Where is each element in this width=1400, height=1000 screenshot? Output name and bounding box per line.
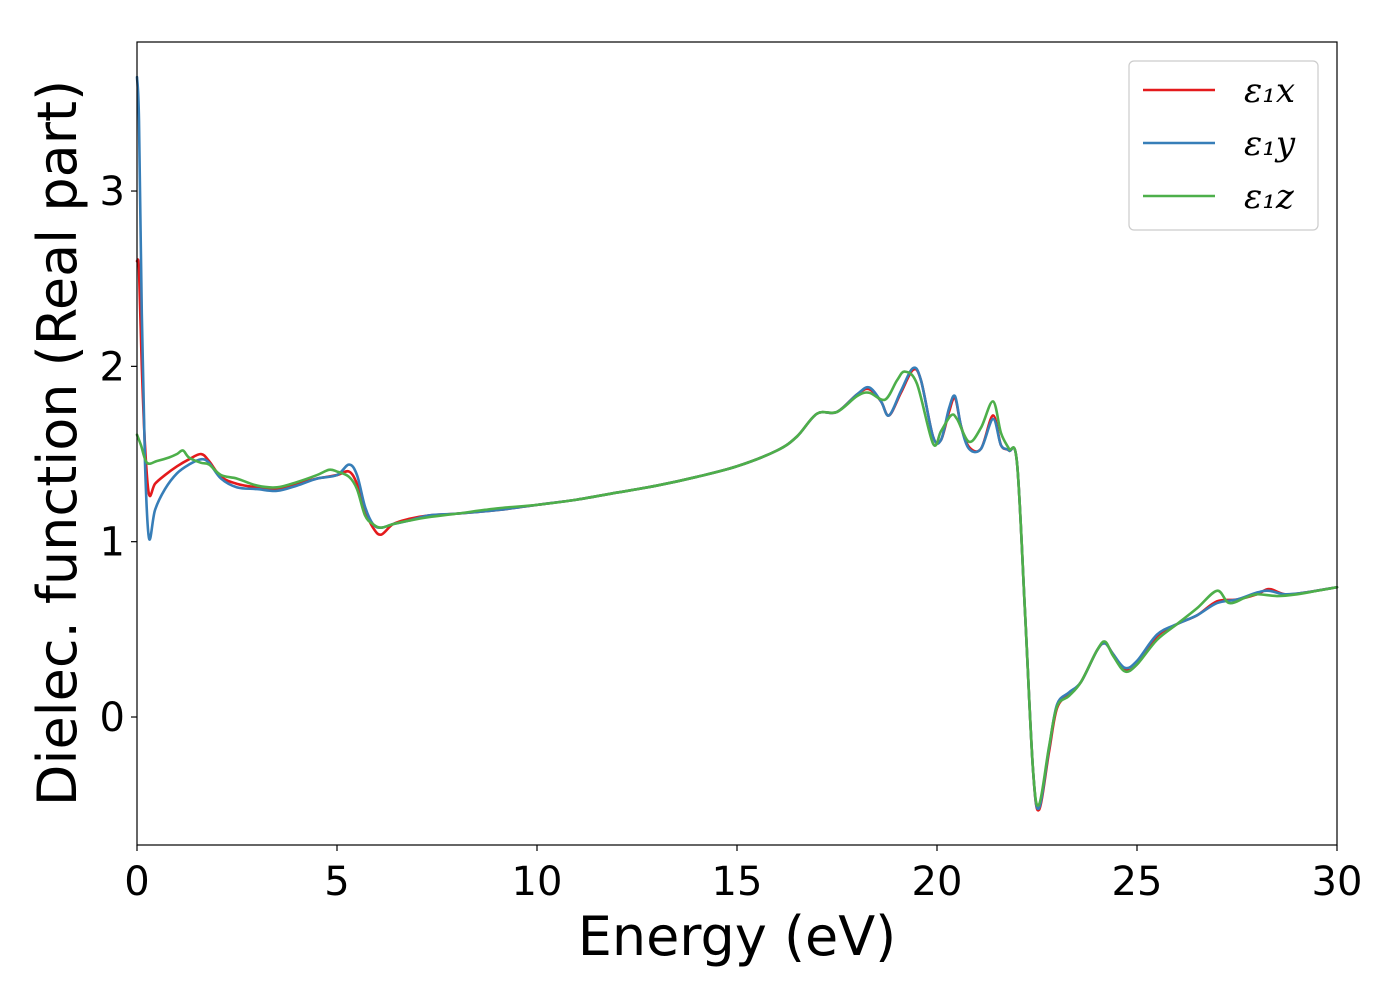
y-axis-label: Dielec. function (Real part) xyxy=(26,80,89,806)
legend-label-1: ε₁x xyxy=(1244,71,1295,111)
series-line-2 xyxy=(135,75,1339,811)
y-tick-label: 2 xyxy=(100,344,125,390)
x-tick-label: 25 xyxy=(1112,859,1163,905)
y-tick-label: 0 xyxy=(100,695,125,741)
y-axis-ticks: 0 1 2 3 xyxy=(100,169,137,741)
x-tick-label: 20 xyxy=(912,859,963,905)
legend-entries: ε₁x ε₁y ε₁z xyxy=(1143,71,1296,217)
series-line-3 xyxy=(135,370,1339,807)
legend-label-2: ε₁y xyxy=(1244,124,1296,164)
x-tick-label: 0 xyxy=(124,859,149,905)
x-axis-label: Energy (eV) xyxy=(578,905,897,968)
x-tick-label: 15 xyxy=(712,859,763,905)
legend: ε₁x ε₁y ε₁z xyxy=(1128,60,1319,231)
x-tick-label: 10 xyxy=(512,859,563,905)
legend-box xyxy=(1128,60,1319,231)
x-tick-label: 5 xyxy=(324,859,349,905)
y-tick-label: 1 xyxy=(100,520,125,566)
plot-lines xyxy=(135,75,1339,812)
x-tick-label: 30 xyxy=(1312,859,1363,905)
legend-label-3: ε₁z xyxy=(1244,177,1295,217)
x-axis-ticks: 0 5 10 15 20 25 30 xyxy=(124,845,1362,905)
y-tick-label: 3 xyxy=(100,169,125,215)
